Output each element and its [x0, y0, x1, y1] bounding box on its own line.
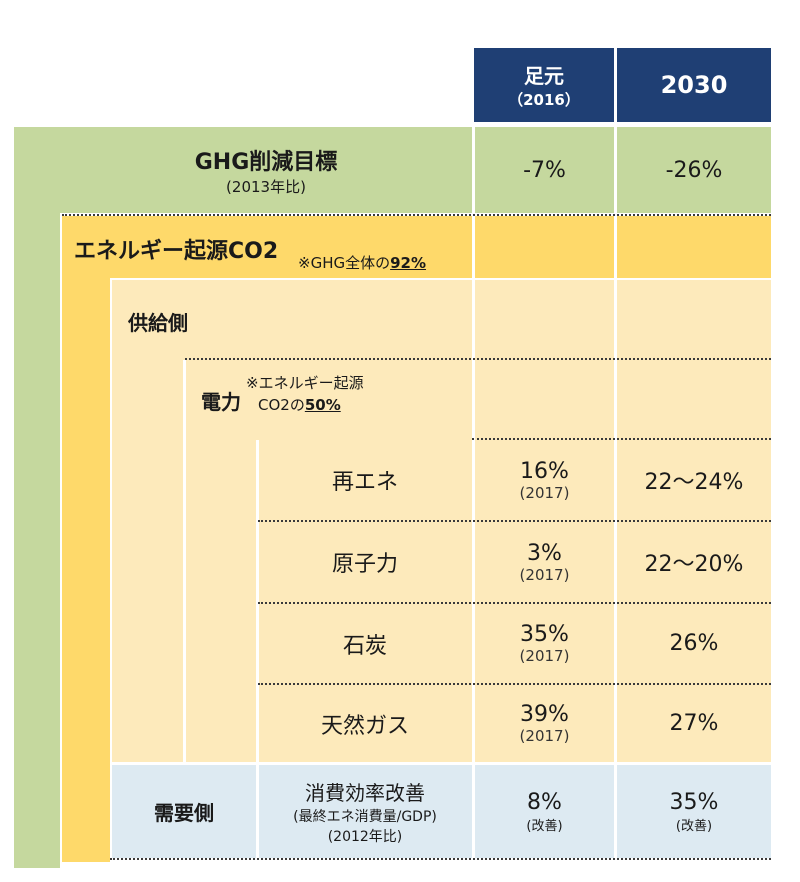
power-title: 電力	[201, 390, 241, 414]
row-current-sub: (2017)	[519, 483, 570, 502]
ghg-current-value: -7%	[523, 157, 566, 183]
demand-divider-1	[256, 765, 259, 858]
ghg-title: GHG削減目標	[194, 149, 338, 175]
header-current: 足元 （2016）	[474, 48, 614, 122]
row2-dash	[258, 602, 771, 604]
row-current-renewable: 16% (2017)	[475, 440, 614, 520]
ghg-divider-2	[614, 127, 617, 213]
demand-row-bg	[112, 765, 771, 858]
row-current-value: 3%	[527, 540, 562, 566]
header-target: 2030	[617, 48, 771, 122]
ghg-divider-1	[472, 127, 475, 213]
row-label-nuclear: 原子力	[331, 552, 398, 577]
demand-divider-3	[614, 765, 617, 858]
demand-divider-2	[472, 765, 475, 858]
energy-note-prefix: ※GHG全体の	[298, 254, 391, 272]
energy-divider-2	[614, 216, 617, 278]
ghg-target-value: -26%	[665, 157, 723, 183]
demand-target-sub: (改善)	[675, 818, 713, 834]
energy-side-bar	[62, 216, 110, 862]
supply-bottom-dash	[185, 358, 771, 360]
ghg-row-bg	[14, 127, 771, 213]
row-label-renewable: 再エネ	[331, 470, 398, 495]
row-target-gas: 27%	[669, 711, 719, 736]
demand-title: 需要側	[154, 801, 214, 825]
header-current-label: 足元	[524, 64, 564, 88]
row-current-sub: (2017)	[519, 727, 570, 745]
ghg-title-cell: GHG削減目標 (2013年比)	[60, 138, 472, 202]
supply-title: 供給側	[128, 311, 188, 335]
row-current-value: 16%	[520, 458, 569, 484]
power-note-line2: CO2の50%	[246, 394, 364, 416]
row-target-renewable: 22～24%	[644, 470, 744, 495]
row1-dash	[258, 520, 771, 522]
demand-target-cell: 35% (改善)	[617, 765, 771, 858]
power-note-prefix: CO2の	[258, 396, 305, 414]
energy-top-dash	[62, 214, 771, 216]
row-current-sub: (2017)	[519, 565, 570, 584]
table-bottom-dash	[110, 858, 771, 860]
row-current-value: 35%	[520, 622, 569, 647]
header-current-year: （2016）	[508, 91, 580, 109]
supply-side-divider	[183, 360, 186, 762]
demand-target-value: 35%	[669, 789, 719, 815]
demand-current-value: 8%	[527, 789, 562, 815]
demand-item-sub2: (2012年比)	[327, 829, 403, 845]
demand-item: 消費効率改善	[305, 781, 425, 805]
demand-current-cell: 8% (改善)	[475, 765, 614, 858]
demand-item-sub1: (最終エネ消費量/GDP)	[293, 809, 437, 825]
energy-divider-1	[472, 216, 475, 278]
row-label-coal: 石炭	[342, 633, 387, 659]
row-target-coal: 26%	[669, 631, 719, 656]
row-current-sub: (2017)	[519, 647, 570, 665]
energy-note-value: 92%	[390, 254, 427, 272]
header-target-label: 2030	[660, 71, 728, 99]
ghg-note: (2013年比)	[226, 177, 306, 196]
ghg-side-bar	[14, 127, 60, 868]
row-current-coal: 35% (2017)	[475, 604, 614, 683]
demand-item-cell: 消費効率改善 (最終エネ消費量/GDP) (2012年比)	[258, 765, 472, 858]
energy-note: ※GHG全体の92%	[298, 252, 426, 273]
row-target-nuclear: 22～20%	[644, 552, 744, 577]
row3-dash	[258, 683, 771, 685]
row-current-nuclear: 3% (2017)	[475, 522, 614, 602]
energy-row-bg	[62, 216, 771, 278]
row-current-value: 39%	[520, 702, 569, 727]
row-label-gas: 天然ガス	[320, 713, 409, 739]
power-bottom-dash	[472, 438, 771, 440]
power-note-value: 50%	[304, 396, 341, 414]
power-note: ※エネルギー起源 CO2の50%	[246, 372, 364, 416]
energy-title: エネルギー起源CO2	[74, 239, 279, 264]
demand-current-sub: (改善)	[526, 818, 563, 834]
row-current-gas: 39% (2017)	[475, 685, 614, 762]
power-side-divider	[256, 440, 259, 762]
power-note-line1: ※エネルギー起源	[246, 374, 364, 392]
